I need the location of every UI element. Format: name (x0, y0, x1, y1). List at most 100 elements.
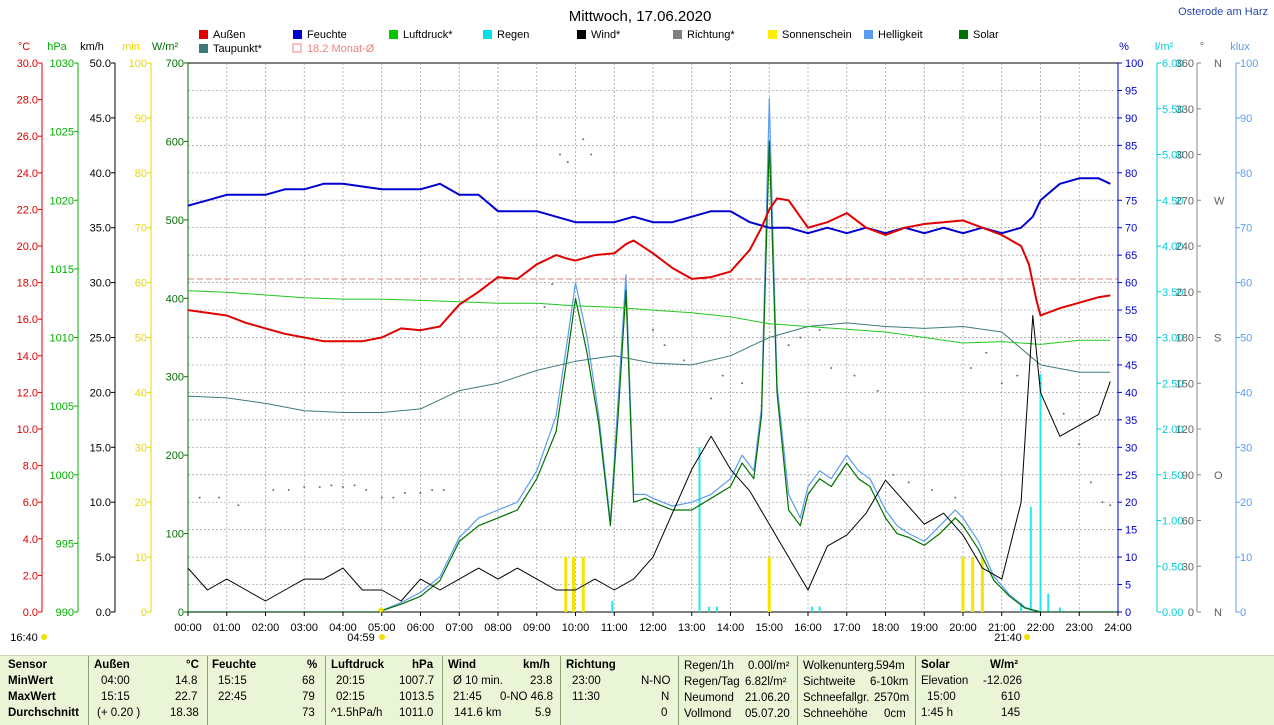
dir-axis-tick-label: 120 (1176, 424, 1194, 436)
dir-axis-tick-label: 30 (1182, 561, 1194, 573)
stats-header-solar: Solar (921, 659, 950, 671)
wind-direction-point (892, 473, 895, 476)
stats-header-sensor: Sensor (8, 659, 47, 671)
extra2-val-1: 6-10km (870, 676, 909, 688)
max-aussen-val: 22.7 (175, 691, 198, 703)
legend-swatch-8 (959, 30, 968, 39)
rain-axis-tick-label: 2.50 (1162, 378, 1183, 390)
press-axis-tick-label: 1025 (50, 127, 74, 139)
temp-axis-tick-label: 6.0 (23, 497, 38, 509)
row-label-avg: Durchschnitt (8, 707, 79, 719)
hum-axis-tick-label: 65 (1125, 250, 1137, 262)
wind-axis-tick-label: 0.0 (96, 607, 111, 619)
rain-axis-tick-label: 6.00 (1162, 58, 1183, 70)
extra2-val-3: 0cm (884, 708, 906, 720)
wind-direction-point (853, 374, 856, 377)
dir-axis-letter: W (1214, 195, 1225, 207)
stats-header-richtung: Richtung (566, 659, 616, 671)
wind-direction-point (590, 153, 592, 156)
max-feuchte-time: 22:45 (218, 691, 247, 703)
min-aussen-val: 14.8 (175, 675, 198, 687)
x-tick-label: 23:00 (1065, 622, 1093, 634)
wind-axis-unit: km/h (80, 41, 104, 53)
press-axis-tick-label: 1010 (50, 333, 74, 345)
wind-direction-point (1089, 481, 1092, 484)
wind-axis-tick-label: 25.0 (90, 333, 111, 345)
legend-label-9: Taupunkt* (213, 43, 263, 55)
chart-title: Mittwoch, 17.06.2020 (569, 8, 712, 25)
x-axis: 00:00 01:00 02:00 03:00 04:00 05:00 06:00 07:00… (10, 607, 1132, 644)
hum-axis-tick-label: 50 (1125, 333, 1137, 345)
rain-axis-tick-label: 1.00 (1162, 516, 1183, 528)
max-dir-time: 11:30 (572, 691, 600, 703)
hum-axis-unit: % (1119, 41, 1129, 53)
hum-axis-tick-label: 30 (1125, 442, 1137, 454)
wind-direction-point (272, 489, 275, 491)
series-line-wind (188, 315, 1111, 602)
dir-axis-letter: N (1214, 607, 1222, 619)
x-tick-label: 22:00 (1027, 622, 1055, 634)
x-tick-label: 14:00 (717, 622, 745, 634)
dir-axis-tick-label: 210 (1176, 287, 1194, 299)
wind-axis-tick-label: 20.0 (90, 387, 111, 399)
x-tick-label: 13:00 (678, 622, 706, 634)
rain-bar (715, 606, 718, 612)
min-feuchte-val: 68 (302, 675, 315, 687)
wind-direction-point (582, 138, 585, 141)
rain-axis-tick-label: 4.00 (1162, 241, 1183, 253)
hum-axis-tick-label: 35 (1125, 415, 1137, 427)
max-solar-val: 610 (1001, 691, 1021, 703)
wind-direction-point (392, 496, 395, 499)
rain-axis-tick-label: 2.00 (1162, 424, 1183, 436)
sunset-label: 21:40 (994, 632, 1022, 644)
dir-axis-tick-label: 90 (1182, 470, 1194, 482)
x-tick-label: 06:00 (407, 622, 435, 634)
x-tick-label: 12:00 (639, 622, 667, 634)
avg-dir-val: 0 (661, 707, 668, 719)
x-tick-label: 17:00 (833, 622, 861, 634)
extra2-val-0: 594m (876, 660, 905, 672)
wind-axis-tick-label: 5.0 (96, 552, 111, 564)
wind-direction-point (799, 336, 802, 339)
sun-axis-tick-label: 20 (135, 497, 147, 509)
lux-axis-tick-label: 40 (1240, 387, 1252, 399)
x-tick-label: 03:00 (290, 622, 318, 634)
wind-direction-point (380, 496, 383, 499)
sun-axis-tick-label: 80 (135, 168, 147, 180)
x-tick-label: 19:00 (910, 622, 938, 634)
avg-druck-val: 1011.0 (399, 707, 434, 719)
wind-direction-point (1016, 374, 1019, 377)
sun-axis-tick-label: 40 (135, 387, 147, 399)
rain-axis-tick-label: 0.00 (1162, 607, 1183, 619)
hum-axis-tick-label: 5 (1125, 580, 1131, 592)
temp-axis-tick-label: 18.0 (17, 278, 38, 290)
dir-axis-letter: N (1214, 58, 1222, 70)
x-tick-label: 18:00 (872, 622, 900, 634)
legend-label-2: Luftdruck* (403, 29, 453, 41)
lux-axis-tick-label: 50 (1240, 333, 1252, 345)
legend-label-5: Richtung* (687, 29, 735, 41)
legend-label-4: Wind* (591, 29, 621, 41)
rain-bar (1058, 607, 1061, 612)
sun-axis-tick-label: 60 (135, 278, 147, 290)
x-tick-label: 00:00 (174, 622, 202, 634)
extra2-label-1: Sichtweite (803, 676, 856, 688)
lux-axis-tick-label: 70 (1240, 223, 1252, 235)
wind-axis-tick-label: 35.0 (90, 223, 111, 235)
solar-axis-tick-label: 100 (166, 529, 184, 541)
stats-header-solar-unit: W/m² (990, 659, 1019, 671)
wind-direction-point (218, 496, 220, 499)
min-feuchte-time: 15:15 (218, 675, 247, 687)
legend-label-3: Regen (497, 29, 529, 41)
temp-axis-unit: °C (18, 41, 30, 53)
rain-bar (810, 606, 813, 612)
wind-direction-point (830, 367, 833, 369)
wind-direction-point (663, 344, 666, 347)
series-line-taupunkt (188, 322, 1111, 413)
wind-direction-point (551, 283, 554, 286)
x-tick-label: 05:00 (368, 622, 396, 634)
sun-axis-tick-label: 90 (135, 113, 147, 125)
wind-direction-point (969, 367, 972, 369)
wind-direction-point (237, 504, 240, 507)
sunshine-bar (980, 557, 984, 612)
